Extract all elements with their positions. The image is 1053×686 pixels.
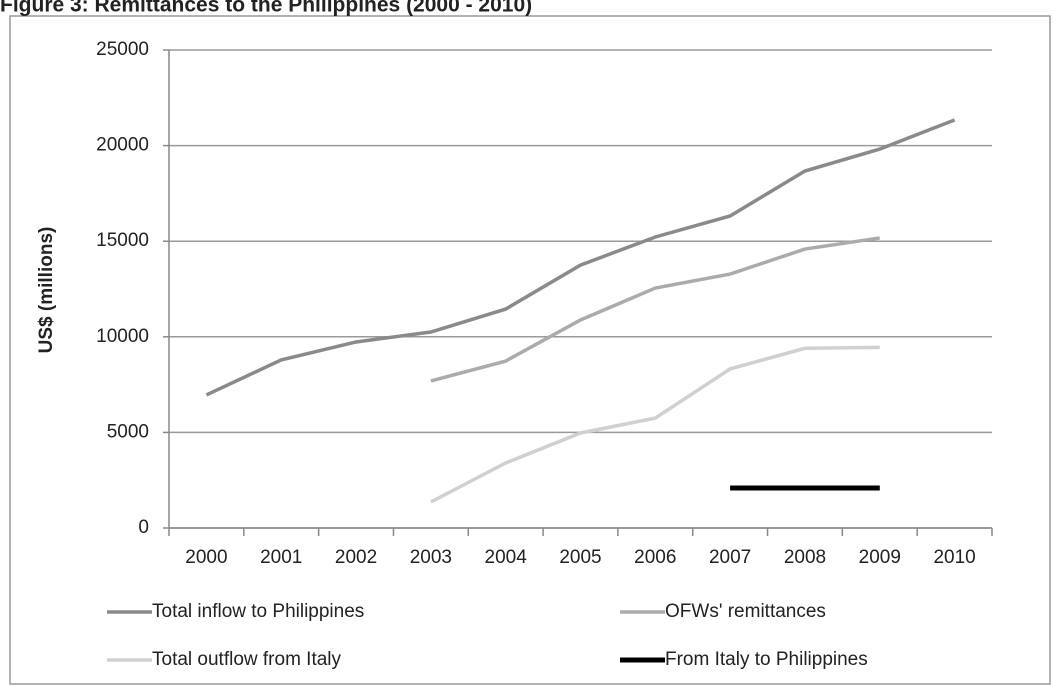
x-tick-label: 2003 [410,547,452,568]
frame [9,15,1051,685]
x-tick-label: 2010 [933,547,975,568]
x-tick-label: 2000 [185,547,227,568]
series-line [430,345,880,504]
series-line [205,118,956,397]
y-tick-label: 25000 [96,39,149,60]
y-tick-label: 5000 [107,421,149,442]
x-tick-label: 2001 [260,547,302,568]
x-tick-label: 2009 [859,547,901,568]
series-line [430,236,881,383]
x-tick-label: 2004 [485,547,528,568]
x-tick-label: 2007 [709,547,751,568]
y-tick-label: 10000 [96,326,149,347]
x-tick-label: 2008 [784,547,826,568]
legend-label: From Italy to Philippines [665,649,868,670]
legend-label: Total inflow to Philippines [152,601,364,622]
legend-label: Total outflow from Italy [152,649,342,670]
y-tick-label: 20000 [96,135,149,156]
x-tick-label: 2006 [634,547,676,568]
y-axis-label: US$ (millions) [36,227,57,354]
y-tick-label: 0 [138,517,149,538]
x-tick-label: 2005 [559,547,601,568]
chart-title: Figure 3: Remittances to the Philippines… [0,0,532,17]
x-tick-label: 2002 [335,547,377,568]
legend-label: OFWs' remittances [665,601,826,622]
y-tick-label: 15000 [96,230,149,251]
